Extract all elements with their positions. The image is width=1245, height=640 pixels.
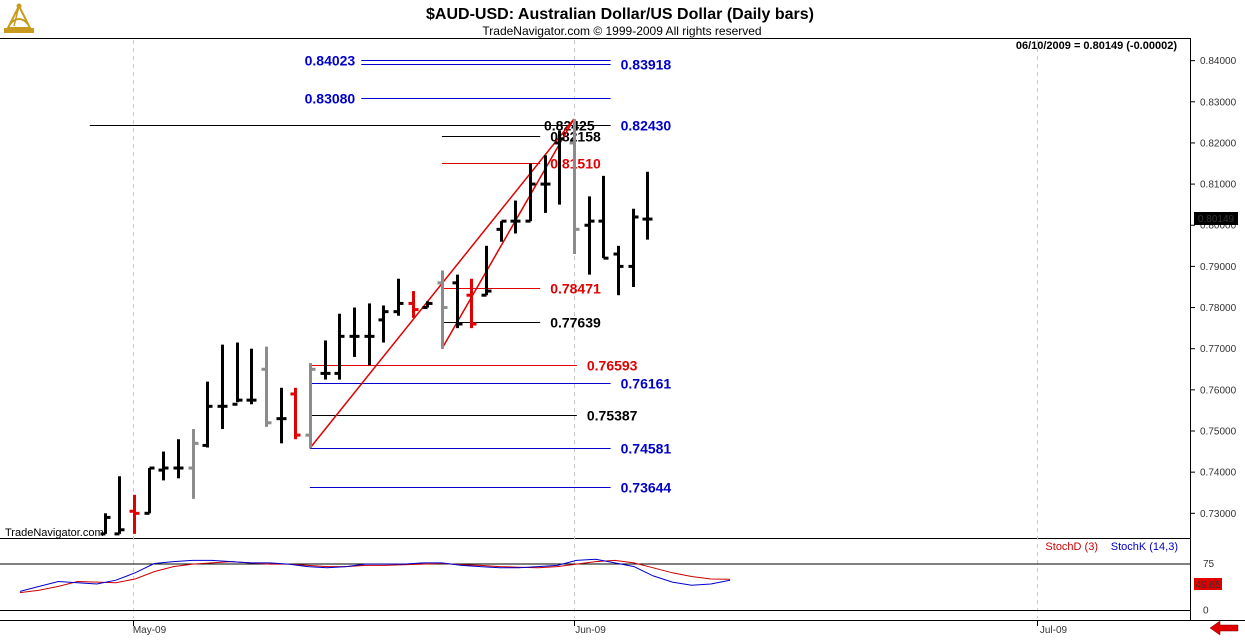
fib-level-label: 0.84023 [305,53,356,69]
price-tick-label: 0.81000 [1200,180,1237,191]
fib-level-label: 0.78471 [550,281,601,297]
price-tick-label: 0.79000 [1200,262,1237,273]
fib-level-label: 0.82430 [621,118,672,134]
trend-line [441,118,575,350]
price-tick-label: 0.80000 [1200,221,1237,232]
price-tick-label: 0.73000 [1200,509,1237,520]
ohlc-bars [100,119,653,536]
ohlc-bar [144,466,155,515]
ohlc-bar [202,381,213,448]
date-tick-label: Jul-09 [1040,625,1068,636]
fib-level-label: 0.83918 [621,57,672,73]
ohlc-bar [261,346,272,427]
ohlc-bar [628,208,639,287]
ohlc-bar [584,196,595,275]
legend-stochk: StochK (14,3) [1111,541,1178,553]
ohlc-bar [378,305,389,343]
price-tick-label: 0.77000 [1200,344,1237,355]
ohlc-bar [320,340,331,380]
price-tick-label: 0.82000 [1200,138,1237,149]
ohlc-bar [114,476,125,536]
price-tick-label: 0.75000 [1200,427,1237,438]
chart-title: $AUD-USD: Australian Dollar/US Dollar (D… [426,6,814,23]
stochastic-panel: 75 0 [0,558,1215,617]
price-tick-label: 0.84000 [1200,56,1237,67]
ohlc-bar [642,171,653,240]
ohlc-bar [452,274,463,329]
stoch-last-label: 49.65 [1195,580,1220,591]
date-axis: May-09 Jun-09 Jul-09 [133,620,1068,636]
ohlc-bar [393,278,404,316]
date-tick-label: Jun-09 [575,625,606,636]
legend-stochd: StochD (3) [1045,541,1098,553]
ohlc-bar [554,130,565,205]
stoch-tick-label: 0 [1203,606,1209,617]
price-tick-label: 0.76000 [1200,385,1237,396]
ohlc-bar [158,451,169,481]
ohlc-bar [437,270,448,349]
ohlc-bar [334,313,345,380]
ohlc-bar [466,278,477,329]
fib-level-label: 0.76161 [621,376,672,392]
ohlc-bar [569,119,580,255]
stoch-last-marker: 49.65 [1194,578,1222,591]
ohlc-bar [598,175,609,260]
fib-level-label: 0.77639 [550,315,601,331]
ohlc-bar [290,387,301,440]
chart-subtitle: TradeNavigator.com © 1999-2009 All right… [482,24,761,38]
last-price-marker: 0.80149 [1194,212,1238,225]
ohlc-bar [408,291,419,318]
price-tick-label: 0.74000 [1200,468,1237,479]
last-quote-readout: 06/10/2009 = 0.80149 (-0.00002) [1016,40,1177,52]
ohlc-bar [217,344,228,429]
last-price-label: 0.80149 [1198,214,1235,225]
ohlc-bar [510,200,521,234]
fib-level-label: 0.74581 [621,441,672,457]
ohlc-bar [188,428,199,499]
fib-level-label: 0.75387 [587,408,638,424]
ohlc-bar [276,387,287,444]
stochk-series-line [19,558,731,592]
ohlc-bar [525,163,536,223]
fib-level-label: 0.73644 [621,480,672,496]
sextant-logo-icon [4,3,34,33]
ohlc-bar [232,342,243,406]
fib-level-label: 0.76593 [587,358,638,374]
ohlc-bar [364,303,375,366]
price-tick-label: 0.78000 [1200,303,1237,314]
fib-level-label: 0.83080 [305,91,356,107]
ohlc-bar [100,513,111,536]
stoch-tick-label: 75 [1203,559,1215,570]
price-tick-label: 0.83000 [1200,97,1237,108]
ohlc-bar [349,307,360,357]
ohlc-bar [305,363,316,449]
watermark: TradeNavigator.com [5,527,104,539]
ohlc-bar [129,494,140,534]
fibonacci-levels: 0.840230.839180.830800.824300.824250.821… [89,53,672,496]
scroll-left-arrow-icon[interactable] [1209,620,1239,636]
ohlc-bar [246,348,257,405]
ohlc-bar [422,301,433,310]
ohlc-bar [496,219,507,242]
date-tick-label: May-09 [133,625,167,636]
ohlc-bar [540,155,551,213]
ohlc-bar [173,439,184,479]
stochd-series-line [19,559,731,594]
price-axis: 0.84000 0.83000 0.82000 0.81000 0.80000 0.790… [1190,56,1237,520]
ohlc-bar [613,245,624,296]
ohlc-bar [481,245,492,297]
